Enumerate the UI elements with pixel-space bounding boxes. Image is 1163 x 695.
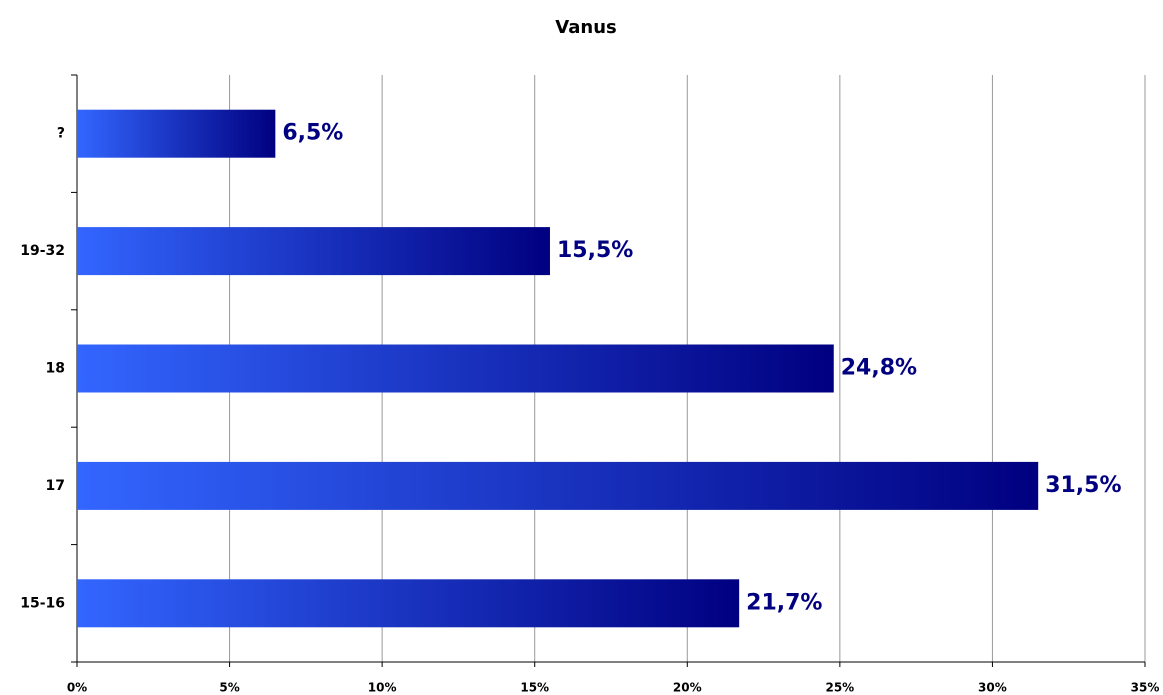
y-tick-label: 19-32 — [20, 243, 65, 259]
value-label: 31,5% — [1045, 473, 1121, 498]
x-tick-label: 25% — [825, 681, 854, 695]
y-tick-label: 18 — [46, 361, 65, 377]
chart-title: Vanus — [555, 17, 616, 38]
value-label: 24,8% — [841, 356, 917, 381]
x-tick-label: 0% — [67, 681, 87, 695]
bar — [77, 227, 550, 276]
bar — [77, 109, 276, 158]
bar — [77, 461, 1039, 510]
x-tick-label: 20% — [673, 681, 702, 695]
x-tick-label: 10% — [368, 681, 397, 695]
bar — [77, 344, 834, 393]
x-tick-label: 35% — [1131, 681, 1160, 695]
value-label: 6,5% — [282, 121, 343, 146]
y-tick-label: 15-16 — [20, 595, 65, 611]
value-label: 15,5% — [557, 238, 633, 263]
y-tick-label: 17 — [46, 478, 65, 494]
bar — [77, 579, 740, 628]
value-label: 21,7% — [746, 590, 822, 615]
x-tick-label: 15% — [520, 681, 549, 695]
x-tick-label: 5% — [219, 681, 239, 695]
y-tick-label: ? — [57, 126, 65, 142]
x-tick-label: 30% — [978, 681, 1007, 695]
